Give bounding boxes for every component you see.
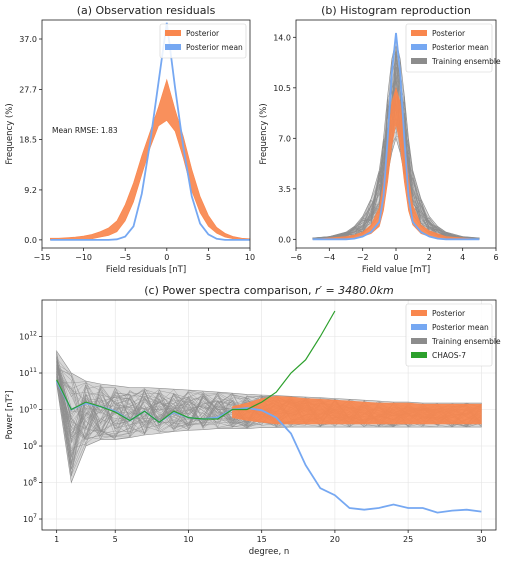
series-posterior — [312, 86, 480, 240]
legend-label: Training ensemble — [431, 57, 501, 66]
x-tick-label: 2 — [427, 253, 432, 262]
x-tick-label: 20 — [330, 535, 340, 544]
legend-swatch — [411, 30, 427, 36]
legend-label: Posterior — [186, 29, 220, 38]
x-tick-label: −4 — [323, 253, 335, 262]
chart-1: −6 −4 −2 0 2 4 6 0.0 3.5 7.0 10.5 14.0 (b) Histogram… — [259, 4, 501, 275]
x-tick-label: 5 — [113, 535, 118, 544]
plot-area — [55, 310, 482, 514]
series-posterior — [49, 78, 251, 241]
series-line — [56, 310, 336, 423]
legend-swatch — [411, 352, 427, 358]
legend-box — [405, 303, 493, 367]
legend-label: Posterior mean — [432, 43, 489, 52]
ensemble-member-line — [312, 113, 480, 239]
series-line — [50, 22, 250, 241]
x-tick-label: 4 — [460, 253, 465, 262]
y-tick-label: 1012 — [19, 331, 37, 342]
rmse-annotation: Mean RMSE: 1.83 — [52, 126, 118, 135]
x-tick-label: −5 — [119, 253, 131, 262]
legend-label: CHAOS-7 — [432, 351, 466, 360]
band-area — [49, 78, 251, 241]
band-area — [312, 86, 480, 240]
y-tick-label: 0.0 — [278, 235, 291, 244]
x-axis-label: degree, n — [249, 547, 290, 557]
legend-label: Training ensemble — [431, 337, 501, 346]
series-posterior — [232, 395, 482, 425]
axes-frame — [41, 19, 251, 249]
chart-title: (a) Observation residuals — [77, 4, 216, 17]
legend-swatch — [411, 310, 427, 316]
y-tick-label: 14.0 — [273, 33, 291, 42]
y-tick-label: 108 — [23, 477, 37, 488]
legend-label: Posterior mean — [432, 323, 489, 332]
series-posterior-mean — [50, 22, 250, 241]
legend-label: Posterior — [432, 29, 466, 38]
legend: Posterior Posterior mean Training ensemble — [405, 23, 501, 73]
chart-title: (c) Power spectra comparison, r′ = 3480.… — [144, 284, 394, 297]
x-tick-label: 5 — [206, 253, 211, 262]
x-tick-label: 0 — [164, 253, 169, 262]
legend-swatch — [411, 58, 427, 64]
x-tick-label: −6 — [290, 253, 302, 262]
chart-0: −15 −10 −5 0 5 10 0.0 9.2 18.5 27.7 37.0 (a) Observ… — [5, 4, 255, 275]
y-tick-label: 107 — [23, 513, 37, 524]
series-training-ensemble — [312, 40, 480, 240]
y-tick-label: 9.2 — [24, 186, 37, 195]
y-tick-label: 7.0 — [278, 134, 291, 143]
legend-swatch — [165, 30, 181, 36]
legend-swatch — [411, 338, 427, 344]
series-posterior-mean — [312, 32, 480, 241]
x-tick-label: −2 — [357, 253, 369, 262]
y-tick-label: 18.5 — [19, 135, 37, 144]
y-tick-label: 0.0 — [24, 236, 37, 245]
legend: Posterior Posterior mean — [159, 23, 247, 59]
x-tick-label: 15 — [257, 535, 267, 544]
band-area — [232, 395, 482, 425]
x-axis-label: Field value [mT] — [362, 265, 430, 275]
legend-swatch — [165, 44, 181, 50]
y-tick-label: 3.5 — [278, 185, 291, 194]
ensemble-member-line — [312, 51, 480, 240]
y-tick-label: 1010 — [19, 404, 37, 415]
legend-label: Posterior — [432, 309, 466, 318]
y-tick-label: 37.0 — [19, 35, 37, 44]
plot-area — [312, 32, 480, 241]
y-axis-label: Frequency (%) — [259, 103, 269, 164]
axes-frame — [41, 299, 497, 531]
ensemble-member-line — [312, 121, 480, 240]
series-line — [312, 32, 480, 241]
legend-label: Posterior mean — [186, 43, 243, 52]
x-tick-label: 10 — [245, 253, 255, 262]
x-tick-label: 25 — [403, 535, 413, 544]
legend: Posterior Posterior mean Training ensemble… — [405, 303, 501, 367]
x-tick-label: 1 — [54, 535, 59, 544]
x-tick-label: 10 — [183, 535, 193, 544]
x-tick-label: −10 — [75, 253, 92, 262]
ensemble-member-line — [312, 50, 480, 240]
ensemble-member-line — [312, 119, 480, 240]
y-tick-label: 27.7 — [19, 85, 37, 94]
chart-title: (b) Histogram reproduction — [321, 4, 471, 17]
x-tick-label: 0 — [393, 253, 398, 262]
y-tick-label: 109 — [23, 440, 37, 451]
y-tick-label: 10.5 — [273, 84, 291, 93]
legend-swatch — [411, 44, 427, 50]
y-axis-label: Power [nT²] — [5, 390, 15, 439]
x-tick-label: 6 — [493, 253, 498, 262]
x-tick-label: −15 — [34, 253, 51, 262]
x-tick-label: 30 — [476, 535, 486, 544]
y-axis-label: Frequency (%) — [5, 103, 15, 164]
y-tick-label: 1011 — [19, 367, 37, 378]
legend-box — [405, 23, 493, 73]
series-chaos-7 — [56, 310, 336, 423]
legend-box — [159, 23, 247, 59]
x-axis-label: Field residuals [nT] — [106, 265, 186, 275]
legend-swatch — [411, 324, 427, 330]
